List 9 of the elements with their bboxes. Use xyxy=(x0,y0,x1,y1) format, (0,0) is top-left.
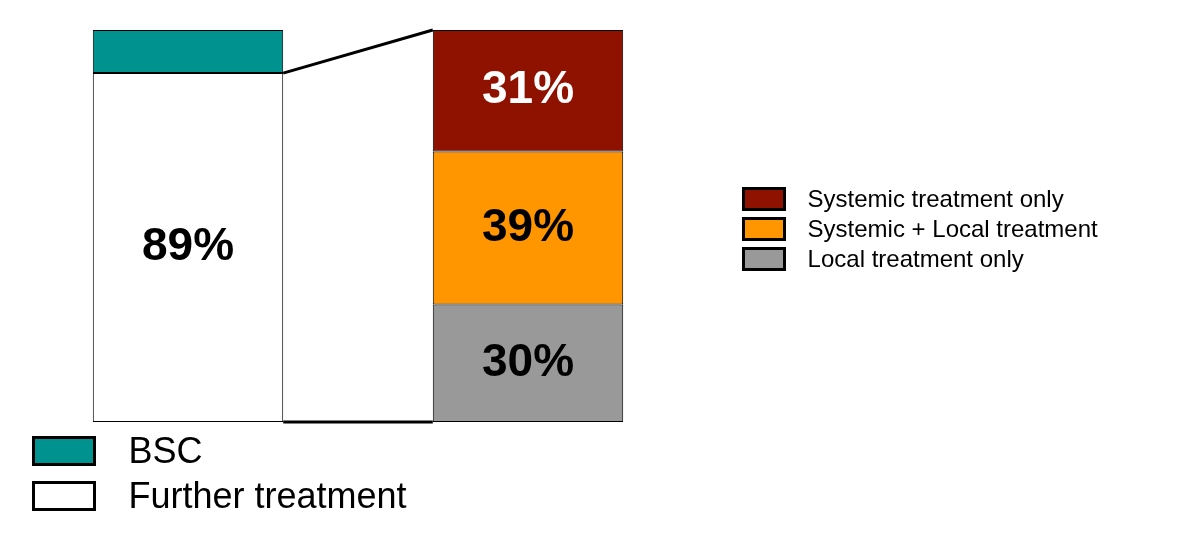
legend-label: Local treatment only xyxy=(807,244,1024,274)
data-label: 30% xyxy=(481,333,575,386)
data-label: 39% xyxy=(481,198,575,251)
legend-label: Systemic treatment only xyxy=(807,184,1064,214)
data-label: 31% xyxy=(481,61,575,114)
legend-label: Systemic + Local treatment xyxy=(807,214,1098,244)
data-label: 89% xyxy=(141,218,235,271)
series-label: Further treatment xyxy=(128,474,407,518)
legend-label: BSC xyxy=(128,429,203,473)
